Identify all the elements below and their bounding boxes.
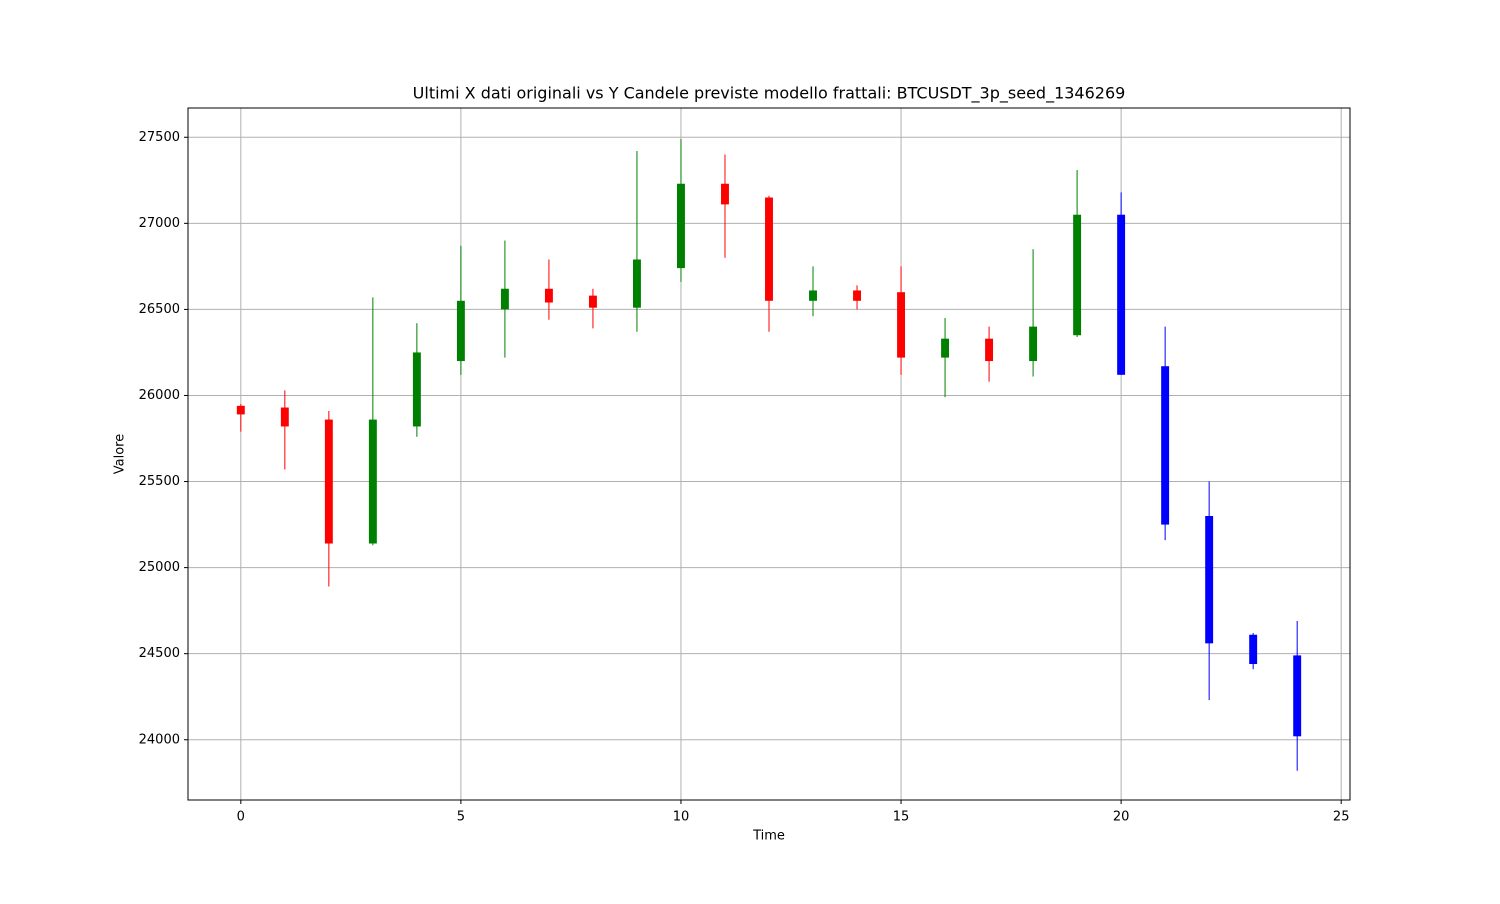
y-tick-label: 27500 (139, 130, 180, 145)
candle-body (368, 419, 377, 544)
candle-body (1205, 515, 1214, 644)
y-tick-label: 24000 (139, 732, 180, 747)
candle-body (632, 259, 641, 308)
y-axis-label: Valore (113, 434, 128, 474)
x-axis-label: Time (752, 829, 785, 844)
chart-title: Ultimi X dati originali vs Y Candele pre… (413, 84, 1126, 104)
candle-body (280, 407, 289, 427)
candle-body (721, 183, 729, 205)
x-tick-label: 0 (237, 810, 245, 825)
x-tick-label: 25 (1333, 810, 1350, 825)
y-tick-label: 26500 (139, 302, 180, 317)
y-tick-label: 27000 (139, 216, 180, 231)
candle-body (765, 197, 773, 301)
y-tick-label: 25000 (139, 560, 180, 575)
x-tick-label: 15 (893, 810, 910, 825)
candle-body (1249, 634, 1258, 665)
candle-body (236, 405, 245, 415)
candle-body (456, 300, 465, 362)
candle-body (809, 290, 817, 301)
candle-body (985, 338, 994, 362)
candle-body (500, 288, 509, 310)
x-tick-label: 10 (673, 810, 690, 825)
x-tick-label: 20 (1113, 810, 1130, 825)
candle-body (677, 183, 685, 269)
candle-body (853, 290, 861, 301)
candle-body (544, 288, 553, 303)
y-tick-label: 25500 (139, 474, 180, 489)
y-tick-label: 26000 (139, 388, 180, 403)
candle-body (1029, 326, 1038, 362)
x-tick-label: 5 (457, 810, 465, 825)
candle-body (1117, 214, 1126, 375)
y-tick-label: 24500 (139, 646, 180, 661)
candle-body (588, 295, 597, 308)
candle-body (324, 419, 333, 544)
candle-body (1073, 214, 1082, 336)
candle-body (412, 352, 421, 427)
candle-body (1293, 655, 1302, 737)
candle-body (1161, 366, 1170, 525)
candle-body (941, 338, 950, 358)
plot-frame (187, 107, 1351, 801)
candle-body (897, 292, 906, 358)
